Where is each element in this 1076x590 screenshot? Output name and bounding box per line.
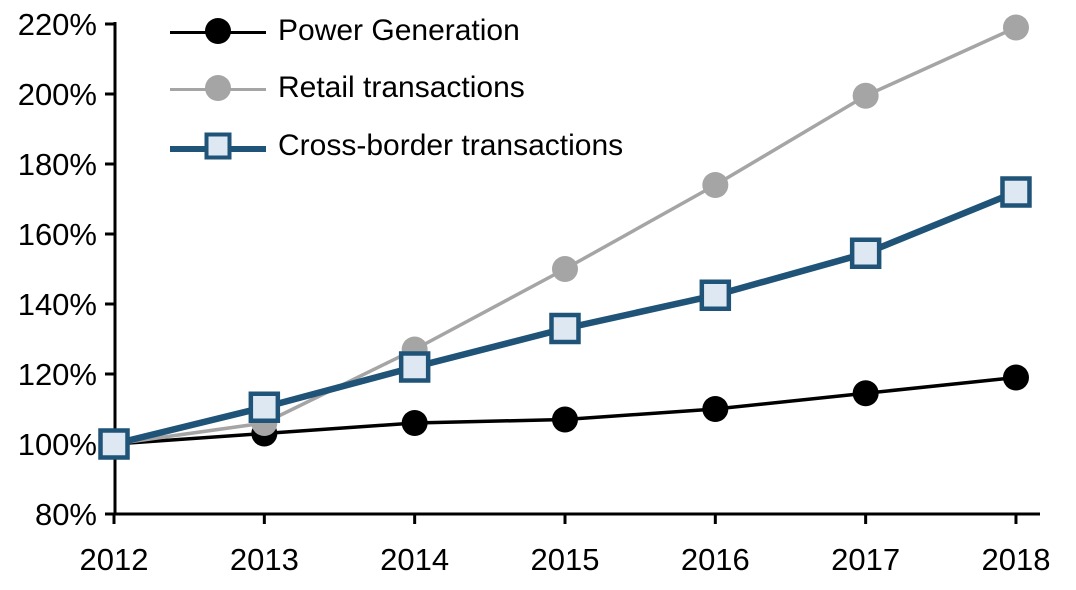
y-tick-label: 160% [18, 217, 97, 252]
data-point-cross-border-transactions [699, 279, 732, 311]
legend-sample-retail-transactions [170, 70, 266, 106]
data-point-retail-transactions [852, 82, 879, 109]
legend-sample-power-generation [170, 13, 266, 49]
x-tick-label: 2017 [831, 542, 900, 577]
data-point-power-generation [1002, 364, 1029, 391]
data-point-retail-transactions [551, 256, 578, 282]
legend-label-cross-border-transactions: Cross-border transactions [278, 129, 624, 162]
x-tick-label: 2015 [531, 542, 600, 577]
y-tick-label: 220% [18, 7, 97, 42]
y-tick-label: 80% [35, 497, 97, 532]
data-point-power-generation [702, 396, 729, 422]
legend-square-marker-icon [204, 132, 232, 160]
data-point-power-generation [852, 380, 879, 407]
legend-label-power-generation: Power Generation [278, 14, 520, 47]
data-point-cross-border-transactions [98, 428, 130, 460]
y-tick-label: 180% [18, 147, 97, 182]
x-tick-label: 2014 [380, 542, 449, 577]
legend-circle-marker-icon [205, 18, 231, 44]
data-point-cross-border-transactions [398, 351, 431, 383]
legend-entry-power-generation: Power Generation [170, 13, 520, 49]
y-tick-label: 120% [18, 357, 97, 392]
data-point-retail-transactions [1002, 14, 1029, 41]
legend-label-retail-transactions: Retail transactions [278, 71, 525, 104]
x-tick-label: 2013 [230, 542, 299, 577]
data-point-cross-border-transactions [1000, 176, 1032, 208]
y-tick-label: 100% [18, 427, 97, 462]
legend-entry-retail-transactions: Retail transactions [170, 70, 525, 106]
data-point-retail-transactions [702, 172, 729, 198]
data-point-power-generation [401, 410, 428, 436]
x-tick-label: 2012 [80, 542, 149, 577]
legend-sample-cross-border-transactions [170, 128, 266, 164]
data-point-cross-border-transactions [849, 237, 882, 269]
data-point-power-generation [551, 406, 578, 433]
y-tick-label: 140% [18, 287, 97, 322]
y-tick-label: 200% [18, 77, 97, 112]
data-point-cross-border-transactions [248, 391, 281, 423]
legend-entry-cross-border-transactions: Cross-border transactions [170, 128, 623, 164]
x-tick-label: 2018 [981, 542, 1050, 577]
legend-circle-marker-icon [205, 75, 231, 101]
x-tick-label: 2016 [681, 542, 750, 577]
data-point-cross-border-transactions [549, 312, 581, 345]
